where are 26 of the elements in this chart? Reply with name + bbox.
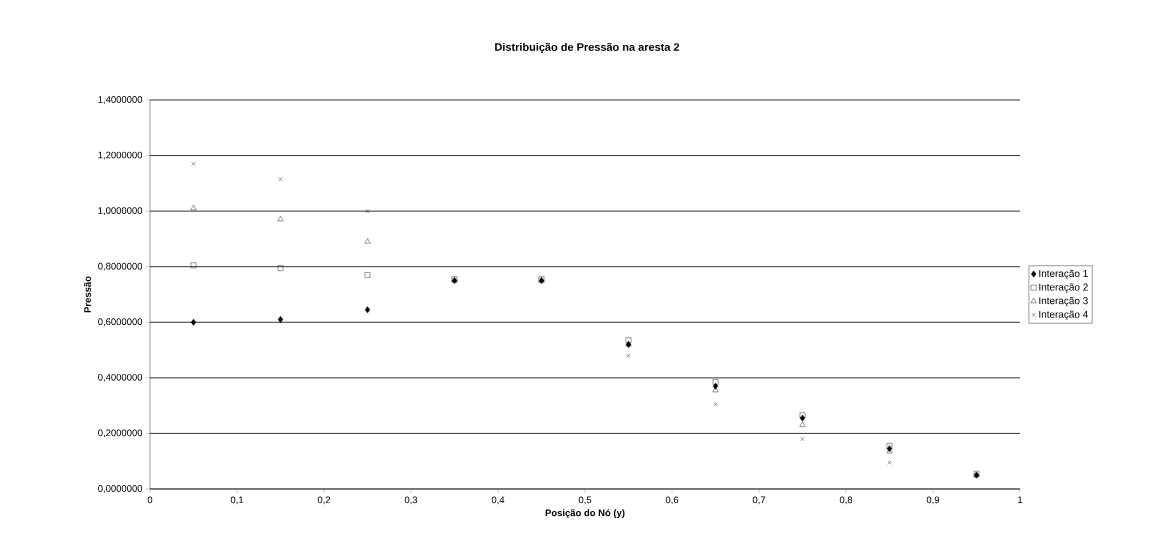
y-tick-label: 1,2000000 <box>98 151 143 160</box>
y-tick-label: 0,4000000 <box>98 373 143 382</box>
y-axis-title: Pressão <box>83 276 91 313</box>
x-tick-label: 0,1 <box>230 496 244 505</box>
chart-title: Distribuição de Pressão na aresta 2 <box>495 42 680 54</box>
x-tick-label: 0,8 <box>839 496 853 505</box>
x-tick-label: 0 <box>147 496 153 504</box>
x-tick-label: 0,2 <box>317 496 331 505</box>
x-tick-label: 0,7 <box>752 496 766 505</box>
legend-label: Interação 4 <box>1039 310 1088 320</box>
y-tick-label: 0,6000000 <box>98 318 143 327</box>
x-axis-title: Posição do Nó (y) <box>545 509 625 519</box>
legend-label: Interação 1 <box>1039 269 1088 279</box>
x-tick-label: 0,5 <box>578 496 592 505</box>
x-tick-label: 1 <box>1018 496 1023 504</box>
y-tick-label: 0,0000000 <box>98 485 143 493</box>
y-tick-label: 0,8000000 <box>98 262 143 271</box>
x-tick-label: 0,3 <box>404 496 418 505</box>
x-tick-label: 0,4 <box>491 496 505 505</box>
y-tick-label: 1,4000000 <box>98 96 143 104</box>
x-tick-label: 0,9 <box>926 496 940 505</box>
y-tick-label: 1,0000000 <box>98 207 143 216</box>
x-tick-label: 0,6 <box>665 496 679 505</box>
legend-label: Interação 2 <box>1039 283 1088 293</box>
legend-label: Interação 3 <box>1039 296 1088 307</box>
y-tick-label: 0,2000000 <box>98 429 143 438</box>
